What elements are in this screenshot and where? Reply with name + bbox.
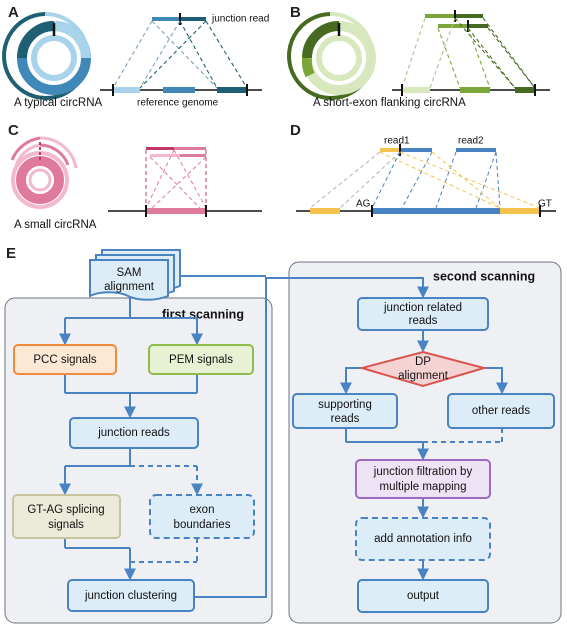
junction-related-box: junction related reads bbox=[357, 297, 489, 331]
other-reads-box: other reads bbox=[447, 393, 555, 429]
panel-d-genome bbox=[296, 205, 556, 217]
panel-d-read2-label: read2 bbox=[458, 136, 484, 147]
output-box: output bbox=[357, 579, 489, 613]
panel-b-genome bbox=[392, 84, 550, 96]
supporting-reads-box: supporting reads bbox=[292, 393, 398, 429]
first-scanning-title: first scanning bbox=[162, 307, 244, 321]
panel-d-ag-label: AG bbox=[356, 199, 371, 210]
panel-d-mapping-lines bbox=[309, 151, 541, 209]
panel-d-reads bbox=[380, 144, 496, 156]
junction-reads-box: junction reads bbox=[69, 417, 199, 449]
panel-d-gt-label: GT bbox=[538, 199, 552, 210]
junction-clustering-box: junction clustering bbox=[67, 579, 195, 612]
output-label: output bbox=[407, 590, 440, 602]
pcc-signals-box: PCC signals bbox=[13, 344, 117, 375]
pem-label: PEM signals bbox=[169, 354, 233, 366]
gtag-line1: GT-AG splicing bbox=[27, 504, 104, 516]
sam-line2: alignment bbox=[104, 281, 155, 293]
supporting-line1: supporting bbox=[318, 399, 372, 411]
pem-signals-box: PEM signals bbox=[148, 344, 254, 375]
panel-a-junction-label: junction read bbox=[211, 14, 269, 25]
flow-connectors bbox=[59, 275, 508, 598]
panel-a-caption: A typical circRNA bbox=[14, 97, 103, 109]
sam-line1: SAM bbox=[117, 267, 142, 279]
panel-b-letter: B bbox=[290, 4, 301, 21]
panel-e: E first scanning second scanning bbox=[4, 245, 562, 624]
related-line1: junction related bbox=[383, 302, 462, 314]
filter-line2: multiple mapping bbox=[380, 481, 467, 493]
panel-a-genome bbox=[100, 84, 262, 96]
panel-c: C A small circRNA bbox=[8, 122, 262, 231]
panel-c-circrna-icon bbox=[10, 136, 78, 209]
gtag-line2: signals bbox=[48, 519, 84, 531]
dp-line2: alignment bbox=[398, 370, 449, 382]
panel-a-mapping-lines bbox=[112, 20, 248, 89]
related-line2: reads bbox=[409, 315, 438, 327]
panel-b-caption: A short-exon flanking circRNA bbox=[313, 97, 466, 109]
panel-c-caption: A small circRNA bbox=[14, 219, 97, 231]
supporting-line2: reads bbox=[331, 413, 360, 425]
sam-alignment-box: SAM alignment bbox=[89, 249, 181, 301]
annotation-label: add annotation info bbox=[374, 533, 472, 545]
panel-c-genome bbox=[108, 205, 262, 217]
panel-a-junction-read bbox=[152, 13, 206, 25]
junction-reads-label: junction reads bbox=[97, 427, 170, 439]
panel-a-genome-label: reference genome bbox=[137, 98, 219, 109]
panel-b-circrna-icon bbox=[287, 11, 376, 100]
panel-c-letter: C bbox=[8, 122, 19, 139]
panel-b-mapping-lines bbox=[401, 17, 536, 89]
exon-line2: boundaries bbox=[174, 519, 231, 531]
exon-boundaries-box: exon boundaries bbox=[149, 494, 255, 539]
panel-c-junction-reads bbox=[146, 147, 206, 157]
panel-d-read1-label: read1 bbox=[384, 136, 410, 147]
dp-alignment-diamond: DP alignment bbox=[358, 350, 488, 388]
add-annotation-box: add annotation info bbox=[355, 517, 491, 561]
exon-line1: exon bbox=[190, 504, 215, 516]
panel-a-letter: A bbox=[8, 4, 19, 21]
panel-a: A A typical circRNA junction read bbox=[2, 4, 269, 109]
panel-b-junction-reads bbox=[425, 10, 488, 32]
other-label: other reads bbox=[472, 405, 530, 417]
gtag-signals-box: GT-AG splicing signals bbox=[12, 494, 121, 539]
panel-e-letter: E bbox=[6, 245, 16, 262]
panel-c-mapping-lines bbox=[145, 149, 207, 209]
filter-line1: junction filtration by bbox=[373, 466, 473, 478]
second-scanning-title: second scanning bbox=[433, 269, 535, 283]
panel-d: D read1 read2 AG bbox=[290, 122, 556, 217]
clustering-label: junction clustering bbox=[84, 590, 177, 602]
panel-a-circrna-icon bbox=[2, 11, 91, 100]
panel-b: B A short-exon flanking circRNA bbox=[287, 4, 550, 109]
pcc-label: PCC signals bbox=[33, 354, 97, 366]
dp-line1: DP bbox=[415, 356, 431, 368]
panel-d-letter: D bbox=[290, 122, 301, 139]
junction-filtration-box: junction filtration by multiple mapping bbox=[355, 459, 491, 499]
